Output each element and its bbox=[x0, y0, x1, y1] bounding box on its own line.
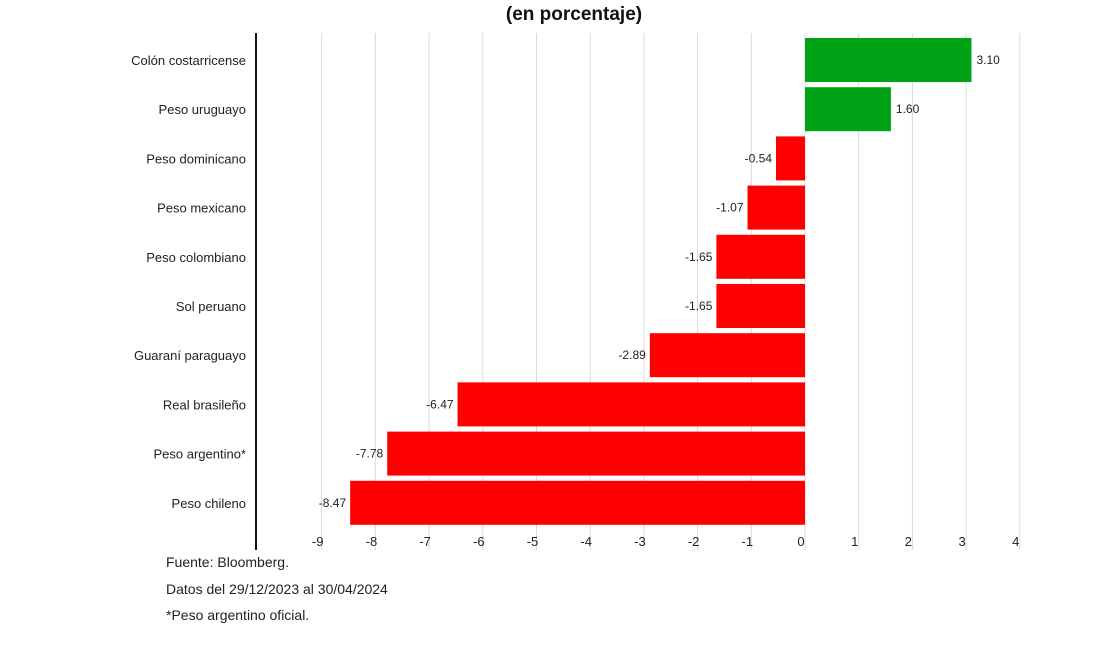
category-label: Peso dominicano bbox=[146, 151, 246, 166]
bar bbox=[649, 333, 805, 378]
x-tick-label: 4 bbox=[1012, 534, 1019, 549]
category-label: Peso mexicano bbox=[157, 201, 246, 216]
x-tick-labels: -9 -8 -7 -6 -5 -4 -3 -2 -1 0 1 2 3 4 bbox=[312, 534, 1019, 549]
x-tick-label: -2 bbox=[688, 534, 700, 549]
bar bbox=[805, 38, 972, 82]
bar bbox=[350, 480, 805, 525]
category-label: Peso uruguayo bbox=[159, 102, 246, 117]
bar bbox=[805, 87, 891, 132]
category-label: Sol peruano bbox=[176, 299, 246, 314]
bar bbox=[716, 234, 805, 279]
x-tick-label: 2 bbox=[905, 534, 912, 549]
source-note: Fuente: Bloomberg. bbox=[166, 554, 289, 570]
x-tick-label: 3 bbox=[958, 534, 965, 549]
value-label: -6.47 bbox=[426, 397, 454, 411]
bars bbox=[350, 38, 972, 525]
bar bbox=[747, 185, 805, 230]
bar bbox=[387, 431, 805, 476]
x-tick-label: -5 bbox=[527, 534, 539, 549]
value-label: 1.60 bbox=[896, 102, 920, 116]
value-label: -7.78 bbox=[356, 447, 384, 461]
value-label: -0.54 bbox=[745, 151, 773, 165]
value-label: -1.65 bbox=[685, 250, 713, 264]
category-label: Real brasileño bbox=[163, 397, 246, 412]
bar bbox=[776, 136, 805, 181]
value-label: -1.65 bbox=[685, 299, 713, 313]
category-label: Colón costarricense bbox=[131, 53, 246, 68]
x-tick-label: -1 bbox=[742, 534, 754, 549]
bar-chart: Colón costarricense Peso uruguayo Peso dom… bbox=[131, 33, 1021, 550]
dates-note: Datos del 29/12/2023 al 30/04/2024 bbox=[166, 581, 388, 597]
category-label: Guaraní paraguayo bbox=[134, 348, 246, 363]
bar bbox=[457, 382, 805, 427]
bar bbox=[716, 284, 805, 328]
value-label: -8.47 bbox=[319, 496, 347, 510]
x-tick-label: -4 bbox=[580, 534, 592, 549]
x-tick-label: -6 bbox=[473, 534, 485, 549]
x-tick-label: 1 bbox=[851, 534, 858, 549]
footnote: *Peso argentino oficial. bbox=[166, 607, 310, 623]
value-label: -2.89 bbox=[618, 348, 646, 362]
chart-subtitle: (en porcentaje) bbox=[505, 4, 643, 25]
x-tick-label: -8 bbox=[366, 534, 378, 549]
category-labels: Colón costarricense Peso uruguayo Peso dom… bbox=[131, 53, 246, 511]
value-labels: 3.10 1.60 -0.54 -1.07 -1.65 -1.65 -2.89 -6.47 -7… bbox=[319, 53, 1000, 510]
x-tick-label: -7 bbox=[419, 534, 431, 549]
value-label: 3.10 bbox=[976, 53, 1000, 67]
value-label: -1.07 bbox=[716, 201, 744, 215]
x-tick-label: 0 bbox=[797, 534, 804, 549]
x-tick-label: -9 bbox=[312, 534, 324, 549]
x-tick-label: -3 bbox=[634, 534, 646, 549]
category-label: Peso chileno bbox=[172, 496, 246, 511]
category-label: Peso argentino* bbox=[153, 447, 246, 462]
category-label: Peso colombiano bbox=[146, 250, 246, 265]
